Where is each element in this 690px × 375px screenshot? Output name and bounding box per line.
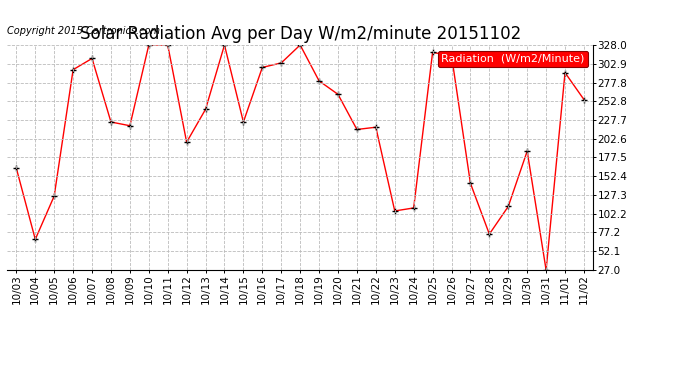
Title: Solar Radiation Avg per Day W/m2/minute 20151102: Solar Radiation Avg per Day W/m2/minute … (79, 26, 521, 44)
Legend: Radiation  (W/m2/Minute): Radiation (W/m2/Minute) (437, 51, 588, 67)
Text: Copyright 2015 Cartronics.com: Copyright 2015 Cartronics.com (7, 26, 160, 36)
